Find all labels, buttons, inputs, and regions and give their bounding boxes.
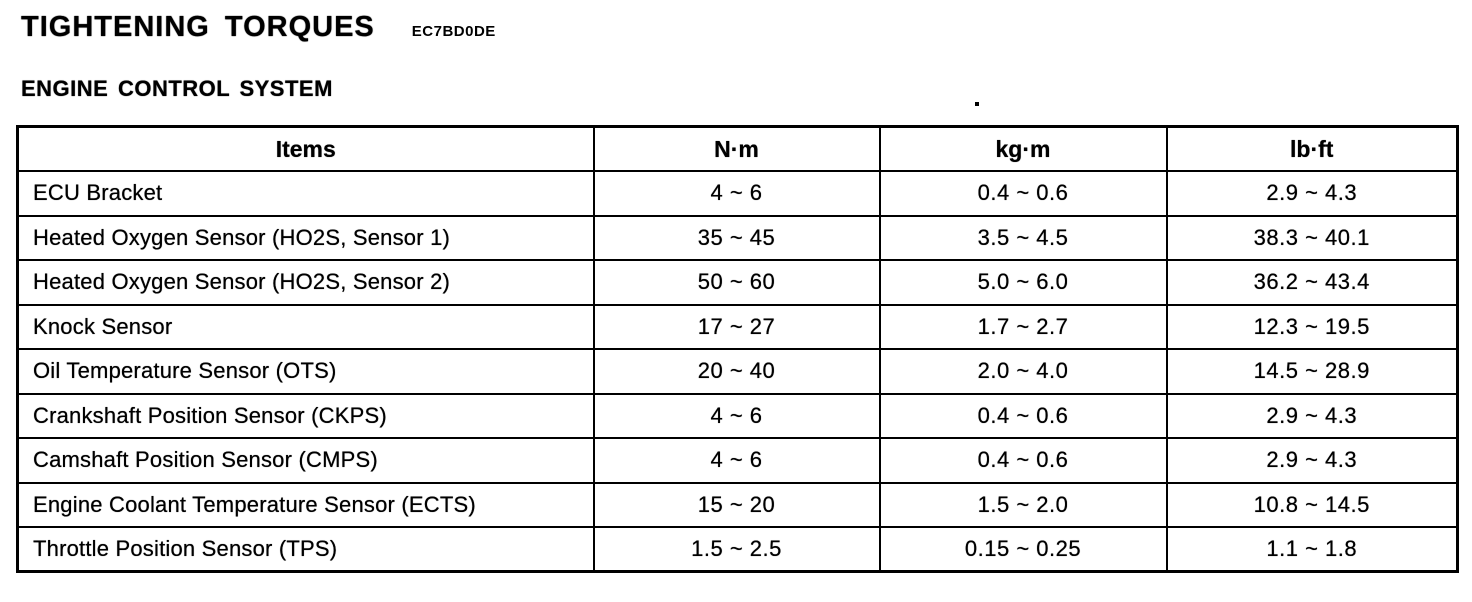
- torque-lbft: 10.8 ~ 14.5: [1165, 481, 1459, 528]
- scan-artifact-dot: [975, 102, 979, 106]
- table-header-row: Items N·m kg·m lb·ft: [16, 125, 1459, 172]
- table-row: Knock Sensor 17 ~ 27 1.7 ~ 2.7 12.3 ~ 19…: [16, 303, 1459, 350]
- torque-nm: 4 ~ 6: [592, 392, 881, 439]
- torque-lbft: 2.9 ~ 4.3: [1165, 392, 1459, 439]
- torque-lbft: 38.3 ~ 40.1: [1165, 214, 1459, 261]
- torque-nm: 17 ~ 27: [592, 303, 881, 350]
- torque-nm: 1.5 ~ 2.5: [592, 526, 881, 573]
- item-name: Oil Temperature Sensor (OTS): [16, 348, 595, 395]
- torque-kgm: 0.4 ~ 0.6: [878, 392, 1168, 439]
- item-name: Heated Oxygen Sensor (HO2S, Sensor 1): [16, 214, 595, 261]
- table-row: Heated Oxygen Sensor (HO2S, Sensor 1) 35…: [16, 214, 1459, 261]
- item-name: Engine Coolant Temperature Sensor (ECTS): [16, 481, 595, 528]
- table-row: ECU Bracket 4 ~ 6 0.4 ~ 0.6 2.9 ~ 4.3: [16, 170, 1459, 217]
- torque-nm: 35 ~ 45: [592, 214, 881, 261]
- title-row: TIGHTENING TORQUES EC7BD0DE: [21, 11, 496, 44]
- item-name: ECU Bracket: [16, 170, 595, 217]
- torque-nm: 15 ~ 20: [592, 481, 881, 528]
- torque-kgm: 0.4 ~ 0.6: [878, 437, 1168, 484]
- section-subtitle: ENGINE CONTROL SYSTEM: [21, 76, 333, 101]
- col-header-kgm: kg·m: [878, 125, 1168, 172]
- torque-kgm: 1.7 ~ 2.7: [878, 303, 1168, 350]
- torque-nm: 4 ~ 6: [592, 170, 881, 217]
- col-header-lbft: lb·ft: [1165, 125, 1459, 172]
- item-name: Knock Sensor: [16, 303, 595, 350]
- torque-lbft: 2.9 ~ 4.3: [1165, 170, 1459, 217]
- torque-nm: 20 ~ 40: [592, 348, 881, 395]
- torque-lbft: 36.2 ~ 43.4: [1165, 259, 1459, 306]
- torque-nm: 50 ~ 60: [592, 259, 881, 306]
- item-name: Throttle Position Sensor (TPS): [16, 526, 595, 573]
- item-name: Heated Oxygen Sensor (HO2S, Sensor 2): [16, 259, 595, 306]
- page-title: TIGHTENING TORQUES: [21, 11, 375, 43]
- torque-nm: 4 ~ 6: [592, 437, 881, 484]
- torque-kgm: 0.4 ~ 0.6: [878, 170, 1168, 217]
- torque-kgm: 5.0 ~ 6.0: [878, 259, 1168, 306]
- torque-lbft: 12.3 ~ 19.5: [1165, 303, 1459, 350]
- item-name: Crankshaft Position Sensor (CKPS): [16, 392, 595, 439]
- torque-lbft: 1.1 ~ 1.8: [1165, 526, 1459, 573]
- tightening-torques-table: Items N·m kg·m lb·ft ECU Bracket 4 ~ 6 0…: [16, 125, 1459, 573]
- torque-kgm: 0.15 ~ 0.25: [878, 526, 1168, 573]
- torque-lbft: 2.9 ~ 4.3: [1165, 437, 1459, 484]
- torque-kgm: 2.0 ~ 4.0: [878, 348, 1168, 395]
- col-header-nm: N·m: [592, 125, 881, 172]
- table-row: Engine Coolant Temperature Sensor (ECTS)…: [16, 481, 1459, 528]
- col-header-items: Items: [16, 125, 595, 172]
- torque-kgm: 1.5 ~ 2.0: [878, 481, 1168, 528]
- table-row: Crankshaft Position Sensor (CKPS) 4 ~ 6 …: [16, 392, 1459, 439]
- torque-kgm: 3.5 ~ 4.5: [878, 214, 1168, 261]
- table-row: Throttle Position Sensor (TPS) 1.5 ~ 2.5…: [16, 526, 1459, 573]
- item-name: Camshaft Position Sensor (CMPS): [16, 437, 595, 484]
- table-row: Heated Oxygen Sensor (HO2S, Sensor 2) 50…: [16, 259, 1459, 306]
- section-code: EC7BD0DE: [411, 23, 496, 40]
- table-row: Oil Temperature Sensor (OTS) 20 ~ 40 2.0…: [16, 348, 1459, 395]
- torque-lbft: 14.5 ~ 28.9: [1165, 348, 1459, 395]
- table-row: Camshaft Position Sensor (CMPS) 4 ~ 6 0.…: [16, 437, 1459, 484]
